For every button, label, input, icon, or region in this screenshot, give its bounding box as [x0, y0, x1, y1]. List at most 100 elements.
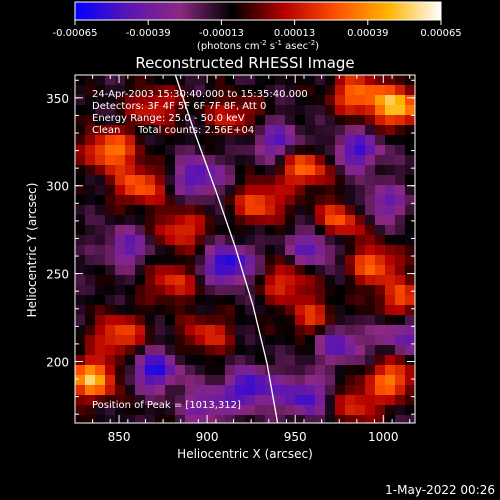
- heatmap-cell: [165, 395, 176, 406]
- heatmap-cell: [155, 165, 166, 176]
- heatmap-cell: [85, 385, 96, 396]
- heatmap-cell: [385, 145, 396, 156]
- heatmap-cell: [405, 195, 415, 206]
- heatmap-cell: [225, 305, 236, 316]
- heatmap-cell: [265, 235, 276, 246]
- heatmap-cell: [175, 365, 186, 376]
- heatmap-cell: [125, 245, 136, 256]
- heatmap-cell: [255, 95, 266, 106]
- heatmap-cell: [115, 305, 126, 316]
- heatmap-cell: [185, 205, 196, 216]
- heatmap-cell: [185, 345, 196, 356]
- heatmap-cell: [275, 335, 286, 346]
- heatmap-cell: [75, 355, 86, 366]
- heatmap-cell: [175, 115, 186, 126]
- heatmap-cell: [265, 315, 276, 326]
- heatmap-cell: [135, 315, 146, 326]
- heatmap-cell: [145, 415, 156, 423]
- heatmap-cell: [115, 235, 126, 246]
- heatmap-cell: [105, 155, 116, 166]
- heatmap-cell: [235, 275, 246, 286]
- heatmap-cell: [265, 385, 276, 396]
- heatmap-cell: [195, 265, 206, 276]
- heatmap-cell: [255, 235, 266, 246]
- heatmap-cell: [95, 205, 106, 216]
- heatmap-cell: [135, 175, 146, 186]
- heatmap-cell: [355, 85, 366, 96]
- heatmap-cell: [325, 265, 336, 276]
- heatmap-cell: [105, 335, 116, 346]
- heatmap-cell: [155, 305, 166, 316]
- heatmap-cell: [295, 225, 306, 236]
- heatmap-cell: [115, 405, 126, 416]
- heatmap-cell: [385, 215, 396, 226]
- heatmap-cell: [255, 325, 266, 336]
- heatmap-cell: [205, 385, 216, 396]
- heatmap-cell: [215, 145, 226, 156]
- heatmap-cell: [375, 165, 386, 176]
- heatmap-cell: [275, 175, 286, 186]
- heatmap-cell: [365, 365, 376, 376]
- heatmap-cell: [95, 265, 106, 276]
- heatmap-cell: [145, 75, 156, 86]
- heatmap-cell: [105, 315, 116, 326]
- heatmap-cell: [95, 325, 106, 336]
- heatmap-cell: [345, 385, 356, 396]
- colorbar-tick-label: -0.00013: [199, 28, 244, 39]
- heatmap-cell: [285, 405, 296, 416]
- heatmap-cell: [395, 155, 406, 166]
- heatmap-cell: [355, 235, 366, 246]
- heatmap-cell: [245, 105, 256, 116]
- heatmap-cell: [325, 235, 336, 246]
- heatmap-cell: [125, 375, 136, 386]
- heatmap-cell: [405, 365, 415, 376]
- heatmap-cell: [235, 155, 246, 166]
- heatmap-cell: [135, 85, 146, 96]
- heatmap-cell: [145, 185, 156, 196]
- heatmap-cell: [295, 325, 306, 336]
- heatmap-cell: [145, 335, 156, 346]
- heatmap-cell: [335, 295, 346, 306]
- heatmap-cell: [385, 95, 396, 106]
- heatmap-cell: [225, 295, 236, 306]
- heatmap-cell: [145, 125, 156, 136]
- heatmap-cell: [235, 405, 246, 416]
- heatmap-cell: [365, 175, 376, 186]
- heatmap-cell: [105, 275, 116, 286]
- heatmap-cell: [205, 185, 216, 196]
- heatmap-cell: [395, 405, 406, 416]
- heatmap-cell: [145, 175, 156, 186]
- heatmap-cell: [205, 365, 216, 376]
- heatmap-cell: [375, 295, 386, 306]
- heatmap-cell: [295, 205, 306, 216]
- heatmap-cell: [275, 125, 286, 136]
- heatmap-cell: [405, 265, 415, 276]
- heatmap-cell: [275, 345, 286, 356]
- heatmap-cell: [195, 105, 206, 116]
- heatmap-cell: [305, 275, 316, 286]
- heatmap-cell: [285, 365, 296, 376]
- heatmap-cell: [305, 175, 316, 186]
- heatmap-cell: [315, 255, 326, 266]
- heatmap-cell: [115, 255, 126, 266]
- heatmap-cell: [405, 225, 415, 236]
- heatmap-cell: [265, 365, 276, 376]
- heatmap-cell: [245, 145, 256, 156]
- heatmap-cell: [125, 175, 136, 186]
- heatmap-cell: [395, 175, 406, 186]
- heatmap-cell: [375, 145, 386, 156]
- heatmap-cell: [315, 135, 326, 146]
- heatmap-cell: [255, 275, 266, 286]
- y-tick-label: 350: [46, 92, 69, 106]
- heatmap-cell: [315, 325, 326, 336]
- heatmap-cell: [315, 375, 326, 386]
- heatmap-cell: [295, 95, 306, 106]
- heatmap-cell: [185, 415, 196, 423]
- heatmap-cell: [145, 95, 156, 106]
- heatmap-cell: [325, 305, 336, 316]
- heatmap-cell: [285, 375, 296, 386]
- heatmap-cell: [405, 295, 415, 306]
- heatmap-cell: [345, 175, 356, 186]
- heatmap-cell: [125, 385, 136, 396]
- heatmap-cell: [335, 185, 346, 196]
